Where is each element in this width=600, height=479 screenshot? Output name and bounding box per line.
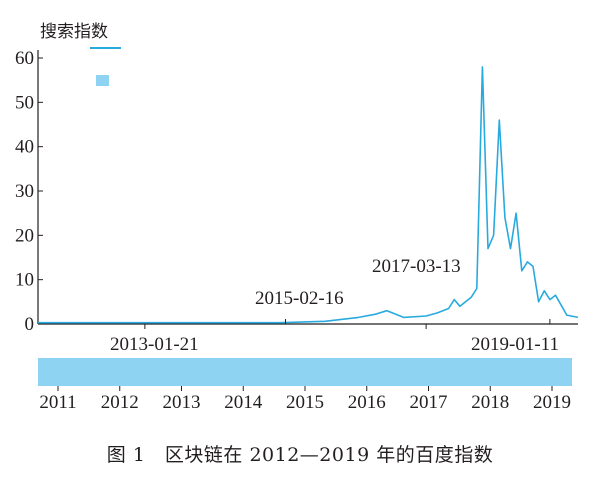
annotation-2017-03-13: 2017-03-13 — [372, 256, 461, 277]
slider-year-labels: 2011 2012 2013 2014 2015 2016 2017 2018 2019 — [39, 386, 571, 413]
legend-label: 搜索指数 — [40, 22, 108, 42]
annotation-2015-02-16: 2015-02-16 — [255, 288, 344, 309]
y-tick-label: 60 — [15, 48, 34, 69]
y-tick-label: 30 — [15, 181, 34, 202]
slider-year-label: 2012 — [101, 392, 139, 413]
y-tick-label: 10 — [15, 270, 34, 291]
y-tick-label: 50 — [15, 92, 34, 113]
slider-year-label: 2011 — [39, 392, 76, 413]
y-ticks: 0 10 20 30 40 50 60 — [15, 48, 43, 335]
slider-year-label: 2014 — [224, 392, 263, 413]
y-tick-label: 20 — [15, 225, 34, 246]
y-tick-label: 40 — [15, 137, 34, 158]
annotation-2013-01-21: 2013-01-21 — [110, 334, 199, 355]
slider-year-label: 2015 — [286, 392, 324, 413]
annotation-2019-01-11: 2019-01-11 — [471, 334, 559, 355]
figure-caption: 图 1 区块链在 2012—2019 年的百度指数 — [106, 444, 494, 466]
series-line-search-index — [38, 66, 579, 324]
slider-year-label: 2019 — [533, 392, 571, 413]
slider-year-label: 2016 — [348, 392, 386, 413]
slider-year-label: 2013 — [163, 392, 201, 413]
y-tick-label: 0 — [25, 314, 35, 335]
slider-year-label: 2018 — [471, 392, 509, 413]
legend-swatch — [96, 75, 109, 86]
range-slider-bar[interactable] — [38, 358, 572, 386]
slider-year-label: 2017 — [410, 392, 448, 413]
